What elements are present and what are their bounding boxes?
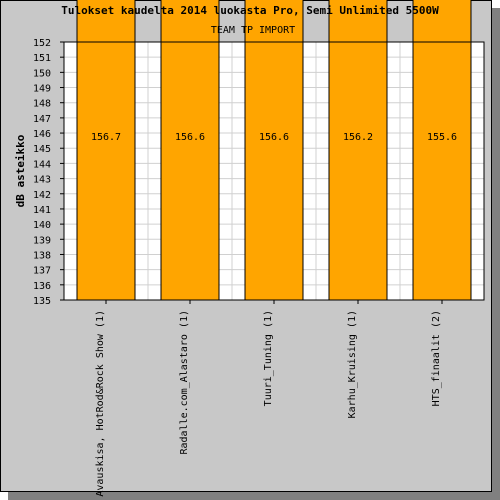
bars: 156.7 156.6 156.6 156.2 155.6 [76,0,472,301]
chart-title: Tulokset kaudelta 2014 luokasta Pro, Sem… [61,4,439,17]
y-tick-label: 144 [33,159,51,170]
x-tick-label: Avauskisa, HotRod&Rock Show (1) [95,310,106,497]
bar-value-label: 156.7 [91,132,121,143]
y-tick-label: 145 [33,144,51,155]
bar-value-label: 156.2 [343,132,373,143]
bar-value-label: 156.6 [175,132,205,143]
y-tick-label: 140 [33,220,51,231]
x-tick-label: Tuuri_Tuning (1) [263,310,274,406]
y-tick-label: 146 [33,129,51,140]
x-tick-label: Radalle.com_Alastaro (1) [179,310,190,455]
frame-shadow-right [492,8,500,500]
y-tick-label: 150 [33,68,51,79]
y-axis: 135 136 137 138 139 140 141 142 143 144 145 146 147 1… [33,38,64,307]
bar-value-label: 155.6 [427,132,457,143]
y-tick-label: 139 [33,235,51,246]
y-tick-label: 151 [33,53,51,64]
y-tick-label: 143 [33,175,51,186]
y-tick-label: 152 [33,38,51,49]
y-tick-label: 138 [33,250,51,261]
bar-value-label: 156.6 [259,132,289,143]
y-tick-label: 135 [33,296,51,307]
y-tick-label: 147 [33,114,51,125]
bar [328,0,388,301]
y-tick-label: 148 [33,99,51,110]
bar [160,0,220,301]
y-tick-label: 149 [33,84,51,95]
y-tick-label: 142 [33,190,51,201]
bar [244,0,304,301]
x-tick-label: Karhu_Kruising (1) [347,310,358,418]
y-tick-label: 137 [33,266,51,277]
bar [412,0,472,301]
frame-shadow-bottom [8,492,500,500]
x-axis: Avauskisa, HotRod&Rock Show (1) Radalle.c… [95,300,443,497]
x-tick-label: HTS_finaalit (2) [431,310,442,406]
bar [76,0,136,301]
y-tick-label: 136 [33,281,51,292]
y-tick-label: 141 [33,205,51,216]
chart-subtitle: TEAM TP IMPORT [211,25,295,36]
y-axis-label: dB asteikko [14,134,27,207]
